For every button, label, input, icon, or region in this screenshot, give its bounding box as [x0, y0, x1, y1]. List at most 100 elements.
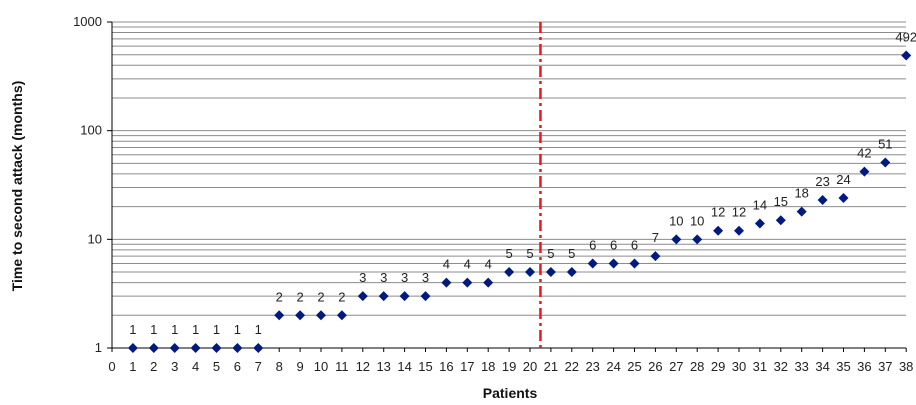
- x-tick-label: 16: [439, 359, 453, 374]
- data-label: 4: [485, 257, 492, 272]
- x-tick-label: 22: [565, 359, 579, 374]
- data-label: 6: [631, 237, 638, 252]
- grid-lines: [112, 21, 906, 316]
- data-point: [901, 50, 912, 61]
- data-label: 12: [711, 205, 725, 220]
- data-point: [190, 343, 201, 353]
- data-point: [525, 267, 535, 278]
- data-point: [629, 258, 640, 269]
- data-label: 1: [129, 322, 136, 337]
- x-tick-label: 26: [648, 359, 662, 374]
- data-point: [713, 225, 724, 236]
- data-label: 6: [589, 237, 596, 252]
- x-tick-label: 2: [150, 359, 157, 374]
- data-point: [399, 291, 410, 302]
- data-point: [880, 157, 891, 168]
- data-point: [211, 343, 222, 353]
- data-label: 12: [732, 205, 746, 220]
- x-tick-label: 30: [732, 359, 746, 374]
- data-point: [650, 251, 661, 262]
- data-point: [754, 218, 765, 229]
- y-tick-label: 100: [80, 123, 102, 138]
- data-point: [504, 267, 515, 278]
- y-axis-title: Time to second attack (months): [9, 81, 25, 292]
- data-point: [817, 195, 828, 206]
- data-label: 1: [171, 322, 178, 337]
- data-point: [274, 310, 285, 321]
- data-label: 10: [669, 213, 683, 228]
- data-label: 2: [296, 289, 303, 304]
- x-tick-label: 7: [255, 359, 262, 374]
- data-label: 24: [836, 172, 850, 187]
- data-point: [545, 267, 556, 278]
- x-tick-label: 18: [481, 359, 495, 374]
- data-point: [566, 267, 577, 278]
- data-point: [148, 343, 159, 353]
- x-tick-label: 0: [108, 359, 115, 374]
- data-point: [232, 343, 243, 353]
- data-label: 6: [610, 237, 617, 252]
- data-label: 3: [401, 270, 408, 285]
- data-label: 51: [878, 136, 892, 151]
- data-point: [796, 206, 807, 217]
- x-tick-label: 21: [544, 359, 558, 374]
- data-point: [462, 277, 473, 288]
- data-label: 2: [317, 289, 324, 304]
- data-point: [775, 215, 786, 226]
- x-tick-label: 31: [753, 359, 767, 374]
- data-point: [608, 258, 619, 269]
- data-label: 1: [255, 322, 262, 337]
- x-tick-label: 32: [774, 359, 788, 374]
- data-label: 3: [422, 270, 429, 285]
- data-point: [587, 258, 598, 269]
- x-tick-label: 15: [418, 359, 432, 374]
- data-label: 10: [690, 213, 704, 228]
- data-label: 5: [505, 246, 512, 261]
- data-label: 2: [276, 289, 283, 304]
- x-tick-label: 17: [460, 359, 474, 374]
- x-tick-label: 9: [296, 359, 303, 374]
- x-tick-label: 20: [523, 359, 537, 374]
- y-tick-label: 10: [88, 231, 102, 246]
- x-tick-label: 8: [276, 359, 283, 374]
- data-label: 4: [443, 257, 450, 272]
- data-label: 2: [338, 289, 345, 304]
- data-point: [336, 310, 347, 321]
- data-point: [127, 343, 138, 353]
- x-tick-label: 6: [234, 359, 241, 374]
- data-point: [378, 291, 389, 302]
- data-label: 7: [652, 230, 659, 245]
- x-tick-label: 38: [899, 359, 913, 374]
- x-tick-label: 3: [171, 359, 178, 374]
- data-label: 1: [213, 322, 220, 337]
- data-point: [420, 291, 431, 302]
- data-label: 23: [815, 174, 829, 189]
- data-label: 5: [547, 246, 554, 261]
- x-tick-label: 35: [836, 359, 850, 374]
- data-label: 3: [359, 270, 366, 285]
- x-tick-label: 4: [192, 359, 199, 374]
- data-label: 42: [857, 146, 871, 161]
- data-label: 15: [774, 194, 788, 209]
- x-tick-label: 29: [711, 359, 725, 374]
- data-point: [441, 277, 452, 288]
- y-tick-label: 1: [95, 340, 102, 355]
- data-point: [859, 166, 870, 177]
- data-point: [357, 291, 368, 302]
- x-tick-label: 19: [502, 359, 516, 374]
- x-tick-label: 1: [129, 359, 136, 374]
- x-tick-label: 10: [314, 359, 328, 374]
- data-label: 1: [150, 322, 157, 337]
- data-point: [483, 277, 494, 288]
- data-label: 14: [753, 197, 767, 212]
- x-tick-label: 5: [213, 359, 220, 374]
- x-tick-label: 28: [690, 359, 704, 374]
- x-axis-title: Patients: [483, 385, 538, 401]
- data-point: [295, 310, 306, 321]
- y-axis: 1 10 100 1000: [73, 14, 113, 355]
- x-tick-label: 34: [815, 359, 829, 374]
- x-tick-label: 11: [335, 359, 349, 374]
- x-tick-label: 23: [585, 359, 599, 374]
